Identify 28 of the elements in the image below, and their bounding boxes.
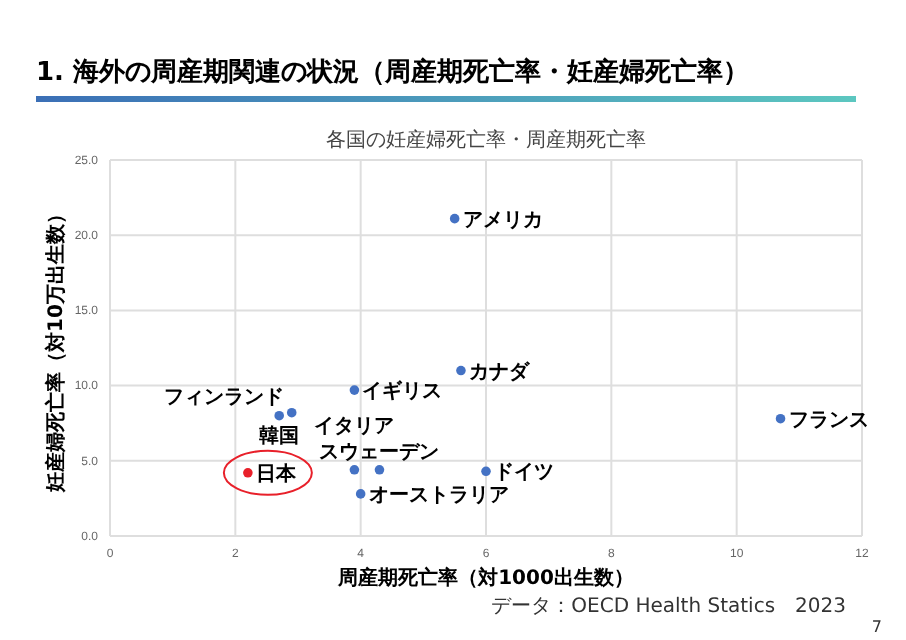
point (456, 365, 466, 376)
text: データ：OECD Health Statics 2023 (491, 596, 846, 618)
annotation: フランス (788, 409, 869, 432)
annotation: カナダ (468, 359, 531, 384)
annotation: スウェーデン (319, 441, 440, 464)
chart-title: 1. 海外の周産期関連の状況（周産期死亡率・妊産婦死亡率） (36, 56, 750, 88)
annotation: オーストラリア (368, 484, 509, 507)
point (481, 466, 491, 477)
point (243, 468, 253, 478)
annotation: アメリカ (462, 209, 543, 232)
annotation: イギリス (362, 379, 443, 404)
point (286, 407, 297, 418)
point (355, 489, 366, 499)
annotation: イタリア (314, 415, 395, 438)
point (449, 213, 460, 224)
text: 7 (871, 618, 882, 636)
y-axis-title: 妊産婦死亡率（対10万出生数） (44, 204, 68, 494)
annotation: 韓国 (259, 423, 300, 448)
annotation: ドイツ (494, 462, 554, 485)
point (374, 465, 385, 475)
annotation: フィンランド (163, 386, 284, 409)
point (274, 410, 284, 421)
point (349, 465, 360, 475)
point (775, 413, 786, 424)
annotation: 日本 (255, 461, 298, 486)
x-axis-title: 周産期死亡率（対1000出生数） (336, 566, 634, 590)
chart-subtitle: 各国の妊産婦死亡率・周産期死亡率 (326, 128, 646, 152)
point (349, 385, 360, 395)
